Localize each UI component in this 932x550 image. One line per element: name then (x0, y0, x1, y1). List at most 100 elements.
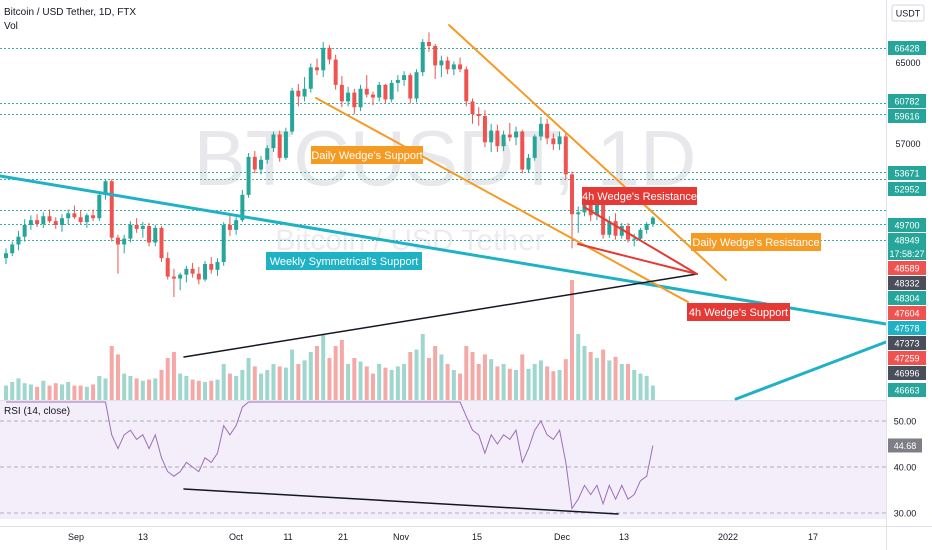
volume-bar (327, 358, 332, 400)
volume-bar (196, 380, 201, 400)
volume-bar (588, 352, 593, 400)
price-tag-text: 60782 (894, 97, 919, 107)
annotation-background (311, 146, 423, 164)
candle-body (650, 217, 655, 225)
price-tag-background (888, 233, 926, 247)
volume-bar (607, 360, 612, 400)
volume-bar (234, 376, 239, 400)
price-scale-labels: 66428 65000 60782 59616 57000 53671 52952 49700… (888, 41, 926, 397)
price-scale-tag: 48949 (888, 233, 926, 247)
candle-body (315, 67, 319, 71)
volume-bar (364, 366, 369, 400)
candle-body (458, 64, 463, 70)
candle-body (296, 90, 301, 97)
volume-bar (140, 380, 145, 400)
volume-bar (97, 376, 102, 400)
daily-wedge-resistance-line (448, 24, 727, 281)
candle-body (383, 84, 388, 100)
annotation-label: Daily Wedge's Support (311, 146, 423, 164)
price-scale-tag: 52952 (888, 182, 926, 196)
price-tag-background (888, 276, 926, 290)
time-tick-label: Dec (554, 532, 571, 542)
candle-body (252, 156, 257, 170)
candle-body (234, 220, 239, 230)
volume-bar (557, 370, 562, 400)
price-scale-tag: 60782 (888, 94, 926, 108)
volume-bar (215, 379, 220, 400)
candle-body (283, 131, 288, 158)
candle-body (178, 274, 183, 279)
candle-body (520, 131, 525, 170)
volume-bar (147, 379, 152, 400)
price-tag-background (888, 109, 926, 123)
candle-body (377, 84, 382, 98)
candle-body (420, 42, 425, 73)
price-scale-tag: 59616 (888, 109, 926, 123)
annotation-text: 4h Wedge's Support (689, 307, 788, 319)
candle-body (115, 237, 120, 245)
volume-bar (650, 385, 655, 400)
volume-bar (78, 385, 83, 400)
candle-body (16, 236, 21, 245)
volume-bar (171, 352, 176, 400)
annotation-label: Weekly Symmetrical's Support (266, 252, 422, 270)
volume-bar (72, 385, 77, 400)
price-tag-background (888, 366, 926, 380)
candle-body (271, 134, 276, 149)
candle-body (576, 212, 581, 215)
price-scale-tag: 53671 (888, 166, 926, 180)
candle-body (22, 225, 27, 237)
rsi-current-text: 44.68 (894, 441, 917, 451)
candle-body (72, 213, 77, 218)
candle-body (184, 268, 189, 275)
candle-body (47, 216, 52, 222)
volume-bar (476, 364, 481, 400)
annotation-label: 4h Wedge's Support (687, 303, 790, 321)
volume-bar (153, 378, 158, 400)
volume-bar (84, 386, 89, 400)
currency-label: USDT (891, 4, 925, 22)
volume-bar (414, 349, 419, 400)
volume-bar (184, 376, 189, 400)
candle-body (551, 138, 556, 145)
candle-body (532, 136, 537, 158)
candle-body (644, 224, 649, 230)
volume-bar (538, 360, 543, 400)
volume-bar (420, 334, 425, 400)
rsi-divergence-line (183, 488, 619, 515)
price-scale-tag: 48304 (888, 291, 926, 305)
price-tag-background (888, 41, 926, 55)
price-tag-background (888, 321, 926, 335)
volume-bar (495, 366, 500, 400)
volume-bar (28, 384, 33, 400)
annotation-text: Daily Wedge's Support (311, 150, 422, 162)
price-tag-background (888, 218, 926, 232)
rsi-tick-label: 40.00 (894, 463, 917, 473)
candle-body (501, 134, 506, 147)
volume-bar (433, 346, 438, 400)
candle-body (159, 227, 164, 259)
candle-body (302, 88, 307, 97)
symbol-title: Bitcoin / USD Tether, 1D, FTX (4, 7, 137, 18)
candle-body (395, 79, 400, 83)
countdown-background (888, 247, 926, 260)
volume-bar (16, 378, 21, 400)
candle-body (35, 220, 40, 225)
volume-bar (178, 373, 183, 400)
volume-bar (109, 346, 114, 400)
candle-body (632, 238, 637, 240)
candle-body (470, 101, 475, 115)
time-tick-label: 13 (138, 532, 148, 542)
wedge-base-line (183, 273, 698, 358)
price-tag-background (888, 291, 926, 305)
volume-bar (252, 366, 257, 400)
candle-body (41, 216, 46, 225)
volume-bar (470, 352, 475, 400)
candle-body (352, 92, 357, 108)
annotation-background (691, 233, 821, 251)
candle-body (209, 263, 214, 270)
volume-bar (613, 356, 618, 400)
volume-bar (290, 349, 295, 400)
price-tag-text: 59616 (894, 112, 919, 122)
